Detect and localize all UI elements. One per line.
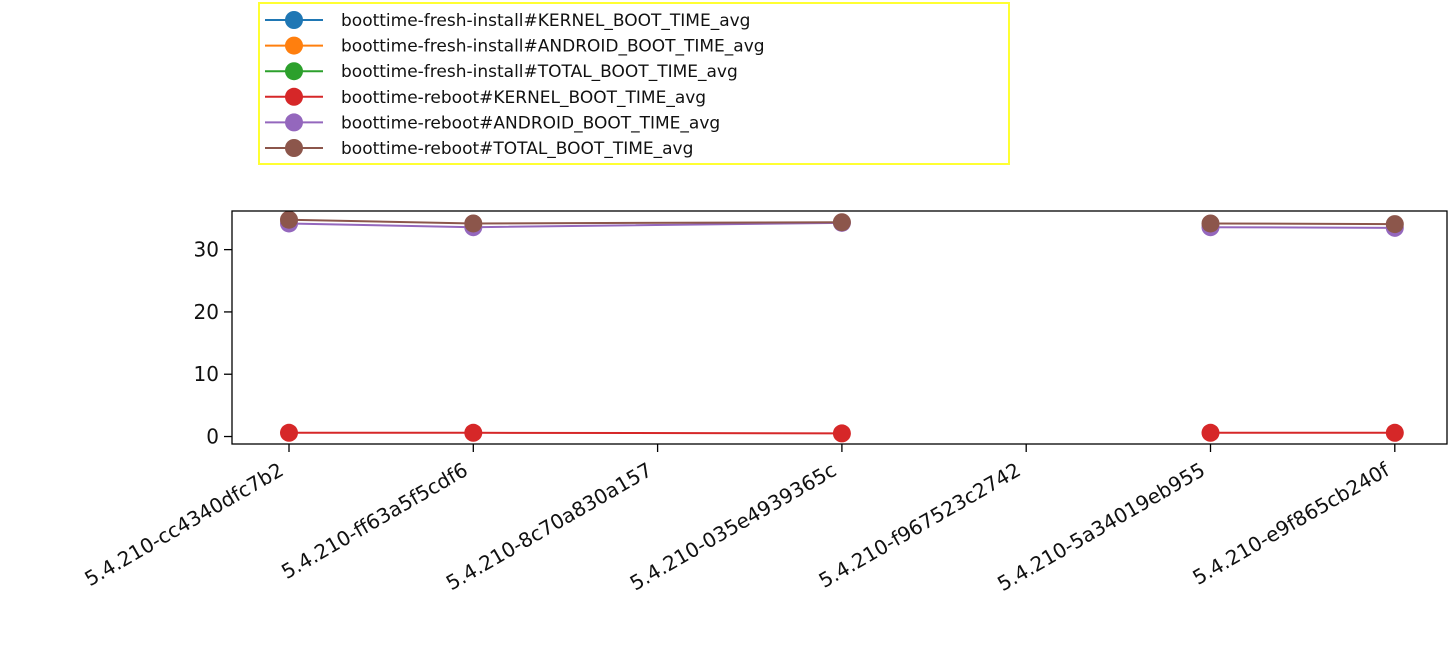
legend-label: boottime-fresh-install#KERNEL_BOOT_TIME_… [341,11,750,31]
legend-marker [285,62,303,81]
axes-frame [231,210,1448,445]
legend-item: boottime-reboot#ANDROID_BOOT_TIME_avg [265,113,720,133]
series-line [1210,226,1395,229]
series-marker [464,423,483,442]
legend-marker [285,113,303,132]
series [280,423,1404,443]
series-marker [832,213,851,232]
series-marker [832,424,851,443]
series-marker [1201,214,1220,233]
legend-marker [285,139,303,157]
legend-marker [285,36,303,55]
legend: boottime-fresh-install#KERNEL_BOOT_TIME_… [258,2,1010,165]
series-marker [1385,215,1404,234]
y-axis: 0 10 20 30 [194,238,232,449]
legend-label: boottime-fresh-install#ANDROID_BOOT_TIME… [341,37,765,57]
legend-marker [285,11,303,29]
legend-box [258,2,1010,165]
legend-marker [285,87,303,106]
series-marker [1385,423,1404,442]
legend-item: boottime-fresh-install#KERNEL_BOOT_TIME_… [265,11,750,31]
legend-item: boottime-reboot#TOTAL_BOOT_TIME_avg [265,139,693,159]
legend-label: boottime-fresh-install#TOTAL_BOOT_TIME_a… [341,62,738,82]
legend-item: boottime-fresh-install#TOTAL_BOOT_TIME_a… [265,62,738,82]
series-marker [1201,423,1220,442]
series-line [289,431,842,435]
y-tick-label: 30 [194,238,219,262]
legend-item: boottime-reboot#KERNEL_BOOT_TIME_avg [265,87,706,108]
series [280,210,1404,234]
y-tick-label: 10 [194,362,219,386]
y-tick-label: 20 [194,300,219,324]
y-tick-label: 0 [206,425,219,449]
legend-item: boottime-fresh-install#ANDROID_BOOT_TIME… [265,36,765,57]
series-marker [464,214,483,233]
series-layer [280,210,1404,443]
legend-label: boottime-reboot#ANDROID_BOOT_TIME_avg [341,113,720,133]
series-marker [280,210,298,229]
series-line [1210,222,1395,226]
series-marker [280,423,298,442]
legend-label: boottime-reboot#KERNEL_BOOT_TIME_avg [341,88,706,108]
legend-label: boottime-reboot#TOTAL_BOOT_TIME_avg [341,139,693,159]
